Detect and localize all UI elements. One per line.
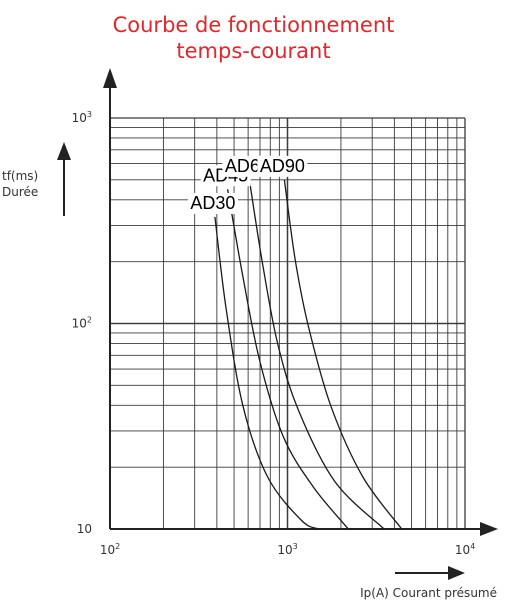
y-tick-label-2: 10 <box>77 522 92 536</box>
series-curve-ad45 <box>226 189 349 530</box>
grid-lines <box>109 117 466 530</box>
series-label-bg-ad90 <box>257 155 308 177</box>
x-tick-label-1: 103 <box>277 542 297 557</box>
y-label-line-2: Durée <box>2 185 38 199</box>
x-axis-arrowhead <box>480 522 498 536</box>
series-curves <box>214 179 403 530</box>
x-label: Ip(A) Courant présumé <box>360 586 497 600</box>
chart-title-line-2: temps-courant <box>176 39 331 63</box>
y-axis-label: tf(ms) Durée <box>2 142 71 216</box>
series-label-bg-ad30 <box>187 192 238 214</box>
chart-title-line-1: Courbe de fonctionnement <box>112 13 395 37</box>
x-tick-label-0: 102 <box>100 542 120 557</box>
chart-title: Courbe de fonctionnement temps-courant <box>0 12 507 64</box>
series-labels: AD30AD45AD60AD90 <box>187 155 308 214</box>
x-label-arrowhead <box>448 566 465 580</box>
x-axis-label: Ip(A) Courant présumé <box>360 566 497 600</box>
y-tick-label-0: 103 <box>72 110 92 125</box>
series-curve-ad90 <box>283 179 403 530</box>
series-curve-ad60 <box>248 179 385 530</box>
series-label-ad30: AD30 <box>190 193 235 213</box>
y-axis-arrowhead <box>103 68 117 88</box>
y-label-arrowhead <box>57 142 71 160</box>
x-tick-label-2: 104 <box>455 542 475 557</box>
y-tick-label-1: 102 <box>72 316 92 331</box>
y-label-line-1: tf(ms) <box>2 169 38 183</box>
tick-labels: 102 103 104 103 102 10 <box>72 110 476 557</box>
series-curve-ad30 <box>214 216 320 530</box>
series-label-ad90: AD90 <box>260 156 305 176</box>
axes <box>103 68 498 536</box>
